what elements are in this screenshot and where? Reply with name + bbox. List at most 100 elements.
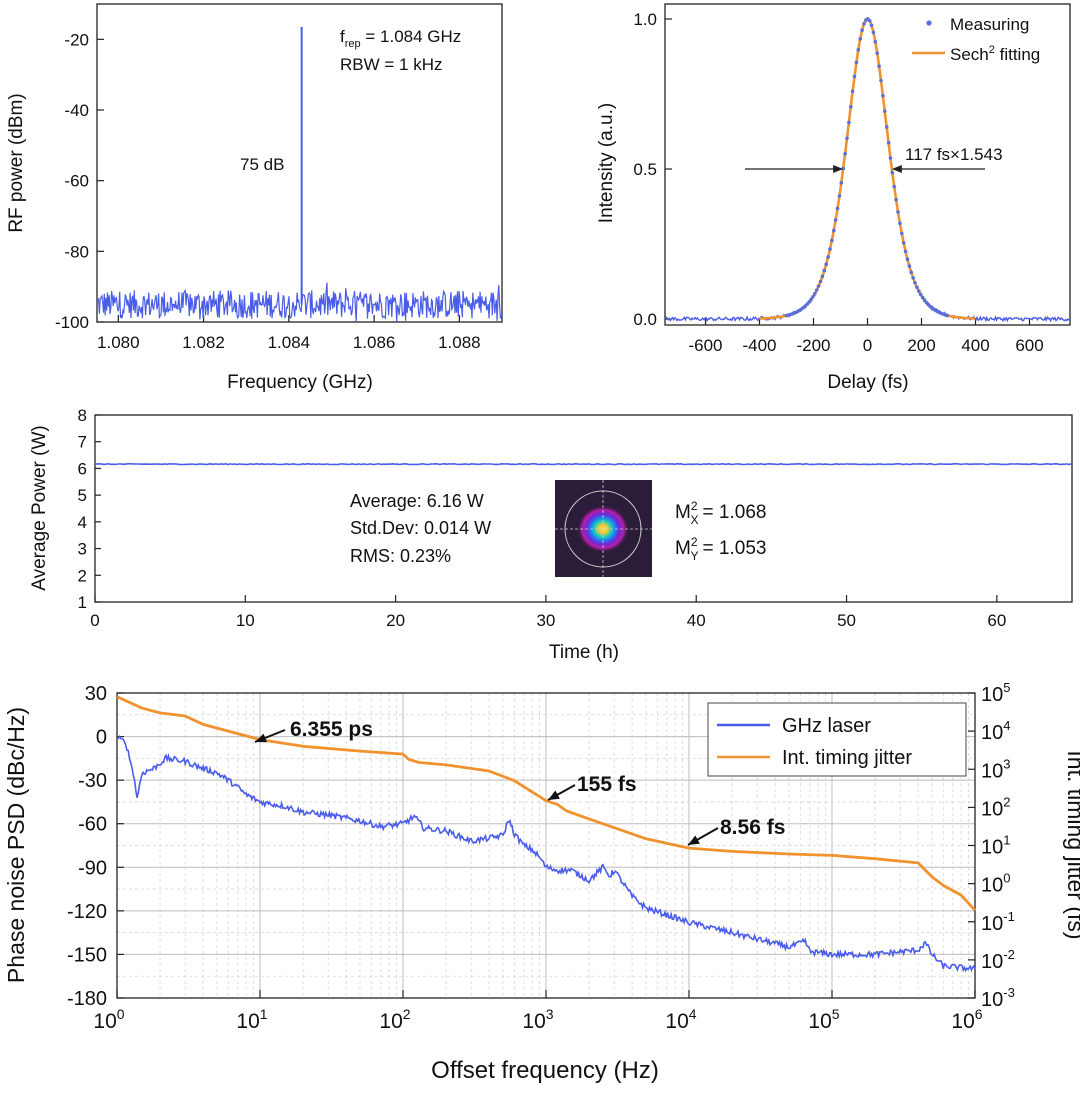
ac-measured-point xyxy=(896,210,900,214)
power-stat-stddev: Std.Dev: 0.014 W xyxy=(350,518,491,538)
ac-legend-measuring: Measuring xyxy=(950,15,1029,34)
phase-y-tick-label: 30 xyxy=(85,683,107,705)
beam-m2y: M2 Y = 1.053 xyxy=(675,535,766,563)
ac-axis-ylabel: Intensity (a.u.) xyxy=(596,103,617,223)
rf-y-tick-label: -80 xyxy=(64,242,89,261)
ac-measured-point xyxy=(833,218,838,222)
phase-x-tick-label: 101 xyxy=(236,1006,267,1033)
power-x-tick-label: 50 xyxy=(837,611,856,630)
power-x-tick-label: 10 xyxy=(236,611,255,630)
phase-y2-tick-label: 103 xyxy=(981,756,1010,782)
jitter-annotation-3: 8.56 fs xyxy=(720,816,785,839)
rf-x-tick-label: 1.086 xyxy=(353,333,396,352)
ac-measured-point xyxy=(841,166,845,171)
ac-measured-point xyxy=(856,48,861,52)
rf-x-tick-label: 1.084 xyxy=(268,333,311,352)
ac-measured-point xyxy=(811,294,815,299)
power-y-tick-label: 7 xyxy=(78,433,87,452)
ac-measured-point xyxy=(858,37,862,41)
ac-measured-point xyxy=(945,313,949,318)
ac-measured-point xyxy=(883,109,887,114)
ac-measured-point xyxy=(917,289,921,293)
phase-axis-y2label: Int. timing jitter (fs) xyxy=(1063,750,1080,939)
phase-x-tick-label: 103 xyxy=(522,1006,553,1033)
ac-x-tick-label: 400 xyxy=(961,336,989,355)
power-stability-panel: 0 10 20 30 40 50 60 1 2 3 4 5 6 7 8 xyxy=(78,406,1073,630)
ac-x-tick-label: 200 xyxy=(907,336,935,355)
rf-axis-ylabel: RF power (dBm) xyxy=(6,93,27,232)
phase-x-tick-label: 104 xyxy=(665,1006,696,1033)
ac-measured-point xyxy=(900,231,904,236)
ac-measured-point xyxy=(837,194,842,198)
phase-x-tick-label: 100 xyxy=(93,1006,124,1033)
rf-noise-trace xyxy=(96,282,503,323)
phase-y2-tick-label: 101 xyxy=(981,833,1010,859)
ac-measured-point xyxy=(822,268,827,273)
power-y-tick-label: 5 xyxy=(78,486,87,505)
ac-measured-point xyxy=(813,291,817,296)
ac-measured-point xyxy=(890,170,895,175)
power-trace xyxy=(94,462,1072,466)
ac-measured-point xyxy=(832,228,836,233)
ac-legend-dot xyxy=(926,20,932,26)
phase-y-tick-label: -60 xyxy=(78,814,107,836)
power-x-tick-label: 0 xyxy=(90,611,99,630)
phase-y2-tick-label: 102 xyxy=(981,794,1010,820)
ac-measured-point xyxy=(892,184,896,189)
ac-x-tick-label: 600 xyxy=(1015,336,1043,355)
phase-y-tick-label: 0 xyxy=(96,727,107,749)
ac-measured-point xyxy=(905,257,910,262)
phase-legend: GHz laser Int. timing jitter xyxy=(707,702,967,777)
power-x-tick-label: 60 xyxy=(987,611,1006,630)
ac-measured-point xyxy=(869,23,874,28)
ac-measured-point xyxy=(814,288,819,292)
power-y-tick-label: 8 xyxy=(78,406,87,425)
phase-axis-ylabel: Phase noise PSD (dBc/Hz) xyxy=(3,707,29,983)
ac-measured-point xyxy=(903,249,908,254)
power-stat-average: Average: 6.16 W xyxy=(350,491,484,511)
ac-measured-point xyxy=(824,262,828,267)
ac-measured-point xyxy=(816,284,821,288)
ac-measured-point xyxy=(854,60,859,65)
rf-spectrum-panel: 1.080 1.082 1.084 1.086 1.088 -100 -80 -60 -40 -2… xyxy=(55,3,503,352)
ac-y-tick-label: 0.5 xyxy=(633,160,657,179)
ac-measured-point xyxy=(818,279,823,284)
phase-y-tick-label: -30 xyxy=(78,770,107,792)
power-axis-xlabel: Time (h) xyxy=(549,642,619,663)
ac-y-tick-label: 1.0 xyxy=(633,10,657,29)
rf-plot-frame xyxy=(96,3,503,323)
ac-measured-point xyxy=(845,136,849,141)
ac-measured-point xyxy=(915,285,919,290)
ac-measured-point xyxy=(894,197,898,202)
rf-axis-xlabel: Frequency (GHz) xyxy=(227,372,373,393)
power-y-tick-label: 6 xyxy=(78,459,87,478)
ac-measured-point xyxy=(909,270,913,275)
rf-y-tick-label: -40 xyxy=(64,101,89,120)
ac-measured-point xyxy=(877,64,881,69)
power-y-tick-label: 2 xyxy=(78,566,87,585)
ac-measured-point xyxy=(907,264,912,268)
rf-y-tick-label: -60 xyxy=(64,172,89,191)
phase-y-tick-label: -120 xyxy=(67,901,107,923)
ac-measured-point xyxy=(911,276,915,280)
ac-x-tick-label: 0 xyxy=(863,336,872,355)
power-x-tick-label: 20 xyxy=(386,611,405,630)
rf-frep-annotation: frep = 1.084 GHz xyxy=(340,27,461,50)
jitter-annotation-arrowhead xyxy=(255,733,267,743)
ac-measured-point xyxy=(862,22,866,26)
ac-measured-point xyxy=(881,93,885,98)
rf-x-tick-label: 1.088 xyxy=(438,333,481,352)
phase-x-tick-label: 102 xyxy=(379,1006,410,1033)
ac-axis-xlabel: Delay (fs) xyxy=(827,372,908,393)
ac-measured-point xyxy=(886,140,891,145)
ac-measured-point xyxy=(828,247,832,251)
ac-arrow-left-head xyxy=(833,165,844,173)
phase-y2-tick-label: 100 xyxy=(981,871,1010,897)
ac-measured-point xyxy=(850,89,855,94)
power-x-tick-label: 40 xyxy=(687,611,706,630)
phase-legend-jitter: Int. timing jitter xyxy=(782,747,912,769)
ac-measured-point xyxy=(860,28,864,32)
power-y-tick-label: 3 xyxy=(78,540,87,559)
ac-measured-point xyxy=(847,120,851,125)
beam-profile-image xyxy=(555,480,652,577)
